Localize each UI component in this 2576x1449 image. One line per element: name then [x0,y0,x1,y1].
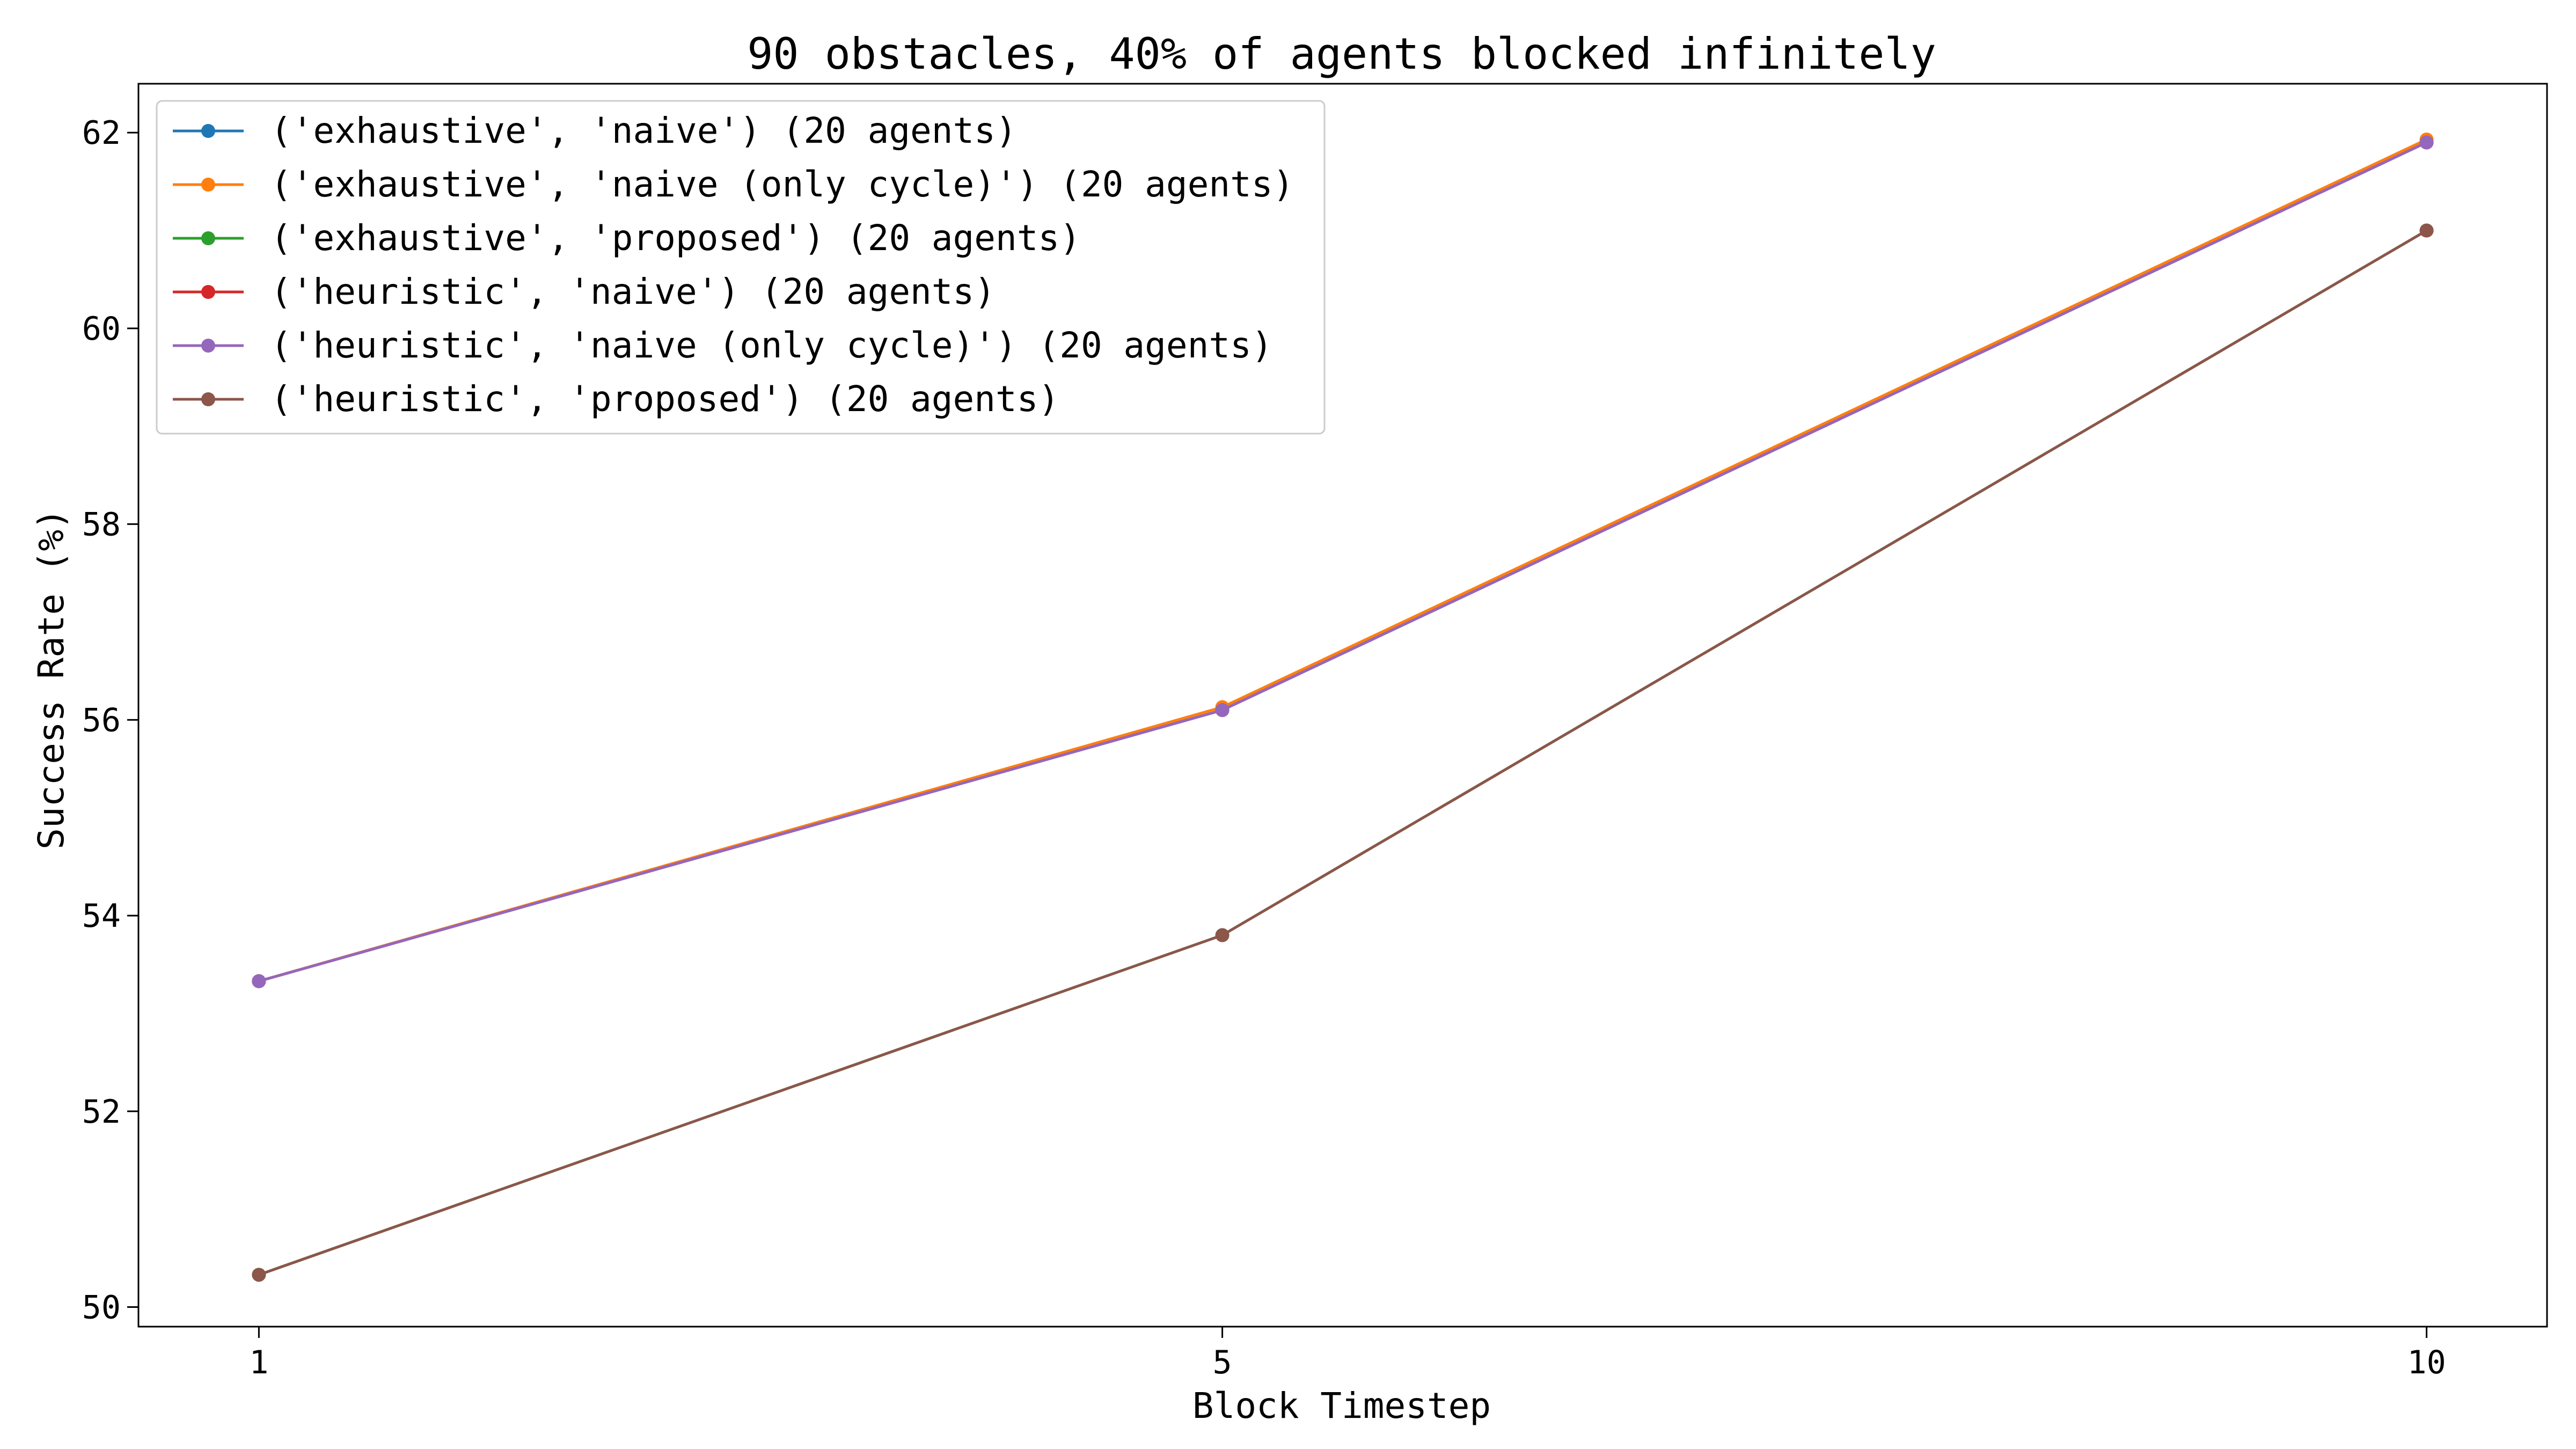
legend-label: ('heuristic', 'naive (only cycle)') (20 … [270,325,1273,366]
legend-swatch-marker [201,178,215,192]
legend-item: ('exhaustive', 'naive') (20 agents) [173,110,1017,151]
y-tick-label: 58 [82,506,121,544]
legend-swatch-marker [201,124,215,138]
y-tick-label: 60 [82,310,121,348]
y-axis: 50 52 54 56 58 60 62 [82,114,138,1327]
data-point [2419,135,2434,150]
legend-item: ('heuristic', 'naive (only cycle)') (20 … [173,325,1273,366]
legend-box [156,100,1326,435]
legend-label: ('heuristic', 'naive') (20 agents) [270,271,996,312]
legend-swatch-marker [201,392,215,406]
y-tick-label: 54 [82,897,121,935]
y-tick-label: 52 [82,1093,121,1131]
chart-title: 90 obstacles, 40% of agents blocked infi… [747,29,1936,79]
data-point [252,1268,266,1282]
data-point [1215,928,1230,942]
x-axis: 1 5 10 [249,1327,2446,1381]
legend-item: ('exhaustive', 'proposed') (20 agents) [173,217,1081,259]
y-tick-label: 62 [82,114,121,152]
legend-label: ('exhaustive', 'naive') (20 agents) [270,110,1017,151]
series-layer [252,132,2434,1282]
legend-label: ('heuristic', 'proposed') (20 agents) [270,378,1059,420]
y-tick-label: 56 [82,701,121,739]
legend-item: ('exhaustive', 'naive (only cycle)') (20… [173,164,1294,205]
y-axis-label: Success Rate (%) [31,508,72,850]
legend-swatch-marker [201,339,215,353]
series-5 [252,135,2434,989]
legend-item: ('heuristic', 'proposed') (20 agents) [173,378,1059,420]
x-tick-label: 1 [249,1344,268,1381]
legend-label: ('exhaustive', 'naive (only cycle)') (20… [270,164,1294,205]
x-tick-label: 10 [2407,1344,2446,1381]
legend: ('exhaustive', 'naive') (20 agents) ('exh… [156,100,1326,435]
axes-frame [137,83,2548,1328]
x-tick-label: 5 [1213,1344,1232,1381]
data-point [1215,703,1230,718]
data-point [2419,223,2434,238]
legend-item: ('heuristic', 'naive') (20 agents) [173,271,996,312]
x-axis-label: Block Timestep [1192,1385,1491,1426]
legend-label: ('exhaustive', 'proposed') (20 agents) [270,217,1081,259]
legend-swatch-marker [201,285,215,299]
legend-swatch-marker [201,231,215,245]
y-tick-label: 50 [82,1289,121,1327]
data-point [252,974,266,989]
series-6 [252,223,2434,1282]
